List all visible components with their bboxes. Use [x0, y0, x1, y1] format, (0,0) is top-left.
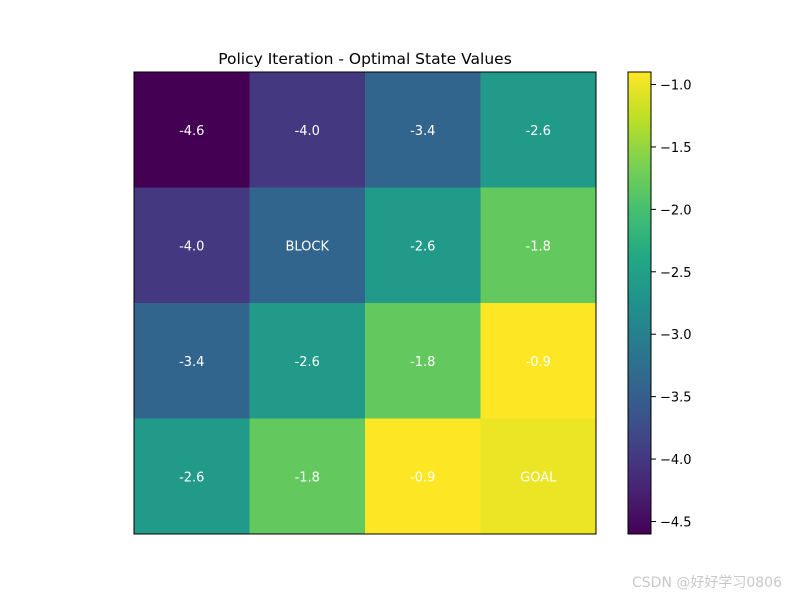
heatmap-cell-r1-c3 [480, 187, 597, 304]
heatmap-cell-r2-c3 [480, 303, 597, 419]
cell-label-r0-c3: -2.6 [526, 124, 551, 139]
colorbar-tick-label: −2.5 [660, 266, 692, 281]
cell-label-r3-c1: -1.8 [295, 470, 320, 485]
heatmap-cell-r0-c2 [365, 72, 481, 188]
cell-label-r0-c2: -3.4 [410, 124, 435, 139]
colorbar-tick-label: −3.0 [660, 328, 692, 343]
cell-label-r1-c3: -1.8 [526, 239, 551, 254]
chart-title: Policy Iteration - Optimal State Values [218, 50, 512, 68]
watermark: CSDN @好好学习0806 [632, 575, 782, 591]
heatmap-cell-r0-c3 [480, 72, 597, 188]
cell-label-r3-c0: -2.6 [179, 470, 204, 485]
heatmap-cell-r2-c0 [134, 303, 250, 419]
colorbar-tick-label: −1.0 [660, 78, 692, 93]
colorbar-tick-label: −1.5 [660, 141, 692, 156]
colorbar-tick-label: −4.0 [660, 453, 692, 468]
heatmap-cell-r0-c1 [249, 72, 366, 188]
cell-label-r0-c1: -4.0 [295, 124, 320, 139]
cell-label-r1-c0: -4.0 [179, 239, 204, 254]
heatmap-cell-r2-c1 [249, 303, 366, 419]
colorbar-tick-label: −2.0 [660, 203, 692, 218]
cell-label-r0-c0: -4.6 [179, 124, 204, 139]
colorbar-tick-label: −3.5 [660, 391, 692, 406]
heatmap-cell-r3-c2 [365, 418, 481, 535]
cell-label-r3-c3: GOAL [520, 470, 557, 485]
cell-label-r2-c2: -1.8 [410, 355, 435, 370]
colorbar [627, 71, 652, 535]
heatmap-cell-r3-c1 [249, 418, 366, 535]
cell-label-r2-c1: -2.6 [295, 355, 320, 370]
heatmap-cell-r1-c0 [134, 187, 250, 304]
heatmap-cells [134, 72, 597, 535]
heatmap-cell-r3-c3 [480, 418, 597, 535]
cell-label-r2-c3: -0.9 [526, 355, 551, 370]
plot-frame [133, 71, 597, 535]
cell-label-r1-c1: BLOCK [285, 239, 329, 254]
heatmap-cell-r1-c1 [249, 187, 366, 304]
heatmap-cell-r0-c0 [134, 72, 250, 188]
colorbar-tick-label: −4.5 [660, 516, 692, 531]
heatmap-cell-r2-c2 [365, 303, 481, 419]
cell-label-r1-c2: -2.6 [410, 239, 435, 254]
cell-label-r2-c0: -3.4 [179, 355, 204, 370]
heatmap-cell-r1-c2 [365, 187, 481, 304]
heatmap-cell-labels: -4.6 -4.0 -3.4 -2.6 -4.0 BLOCK -2.6 -1.8 -3.4 -2.… [179, 124, 557, 486]
colorbar-ticks: −1.0 −1.5 −2.0 −2.5 −3.0 −3.5 −4.0 −4.5 [651, 78, 692, 531]
cell-label-r3-c2: -0.9 [410, 470, 435, 485]
heatmap-cell-r3-c0 [134, 418, 250, 535]
